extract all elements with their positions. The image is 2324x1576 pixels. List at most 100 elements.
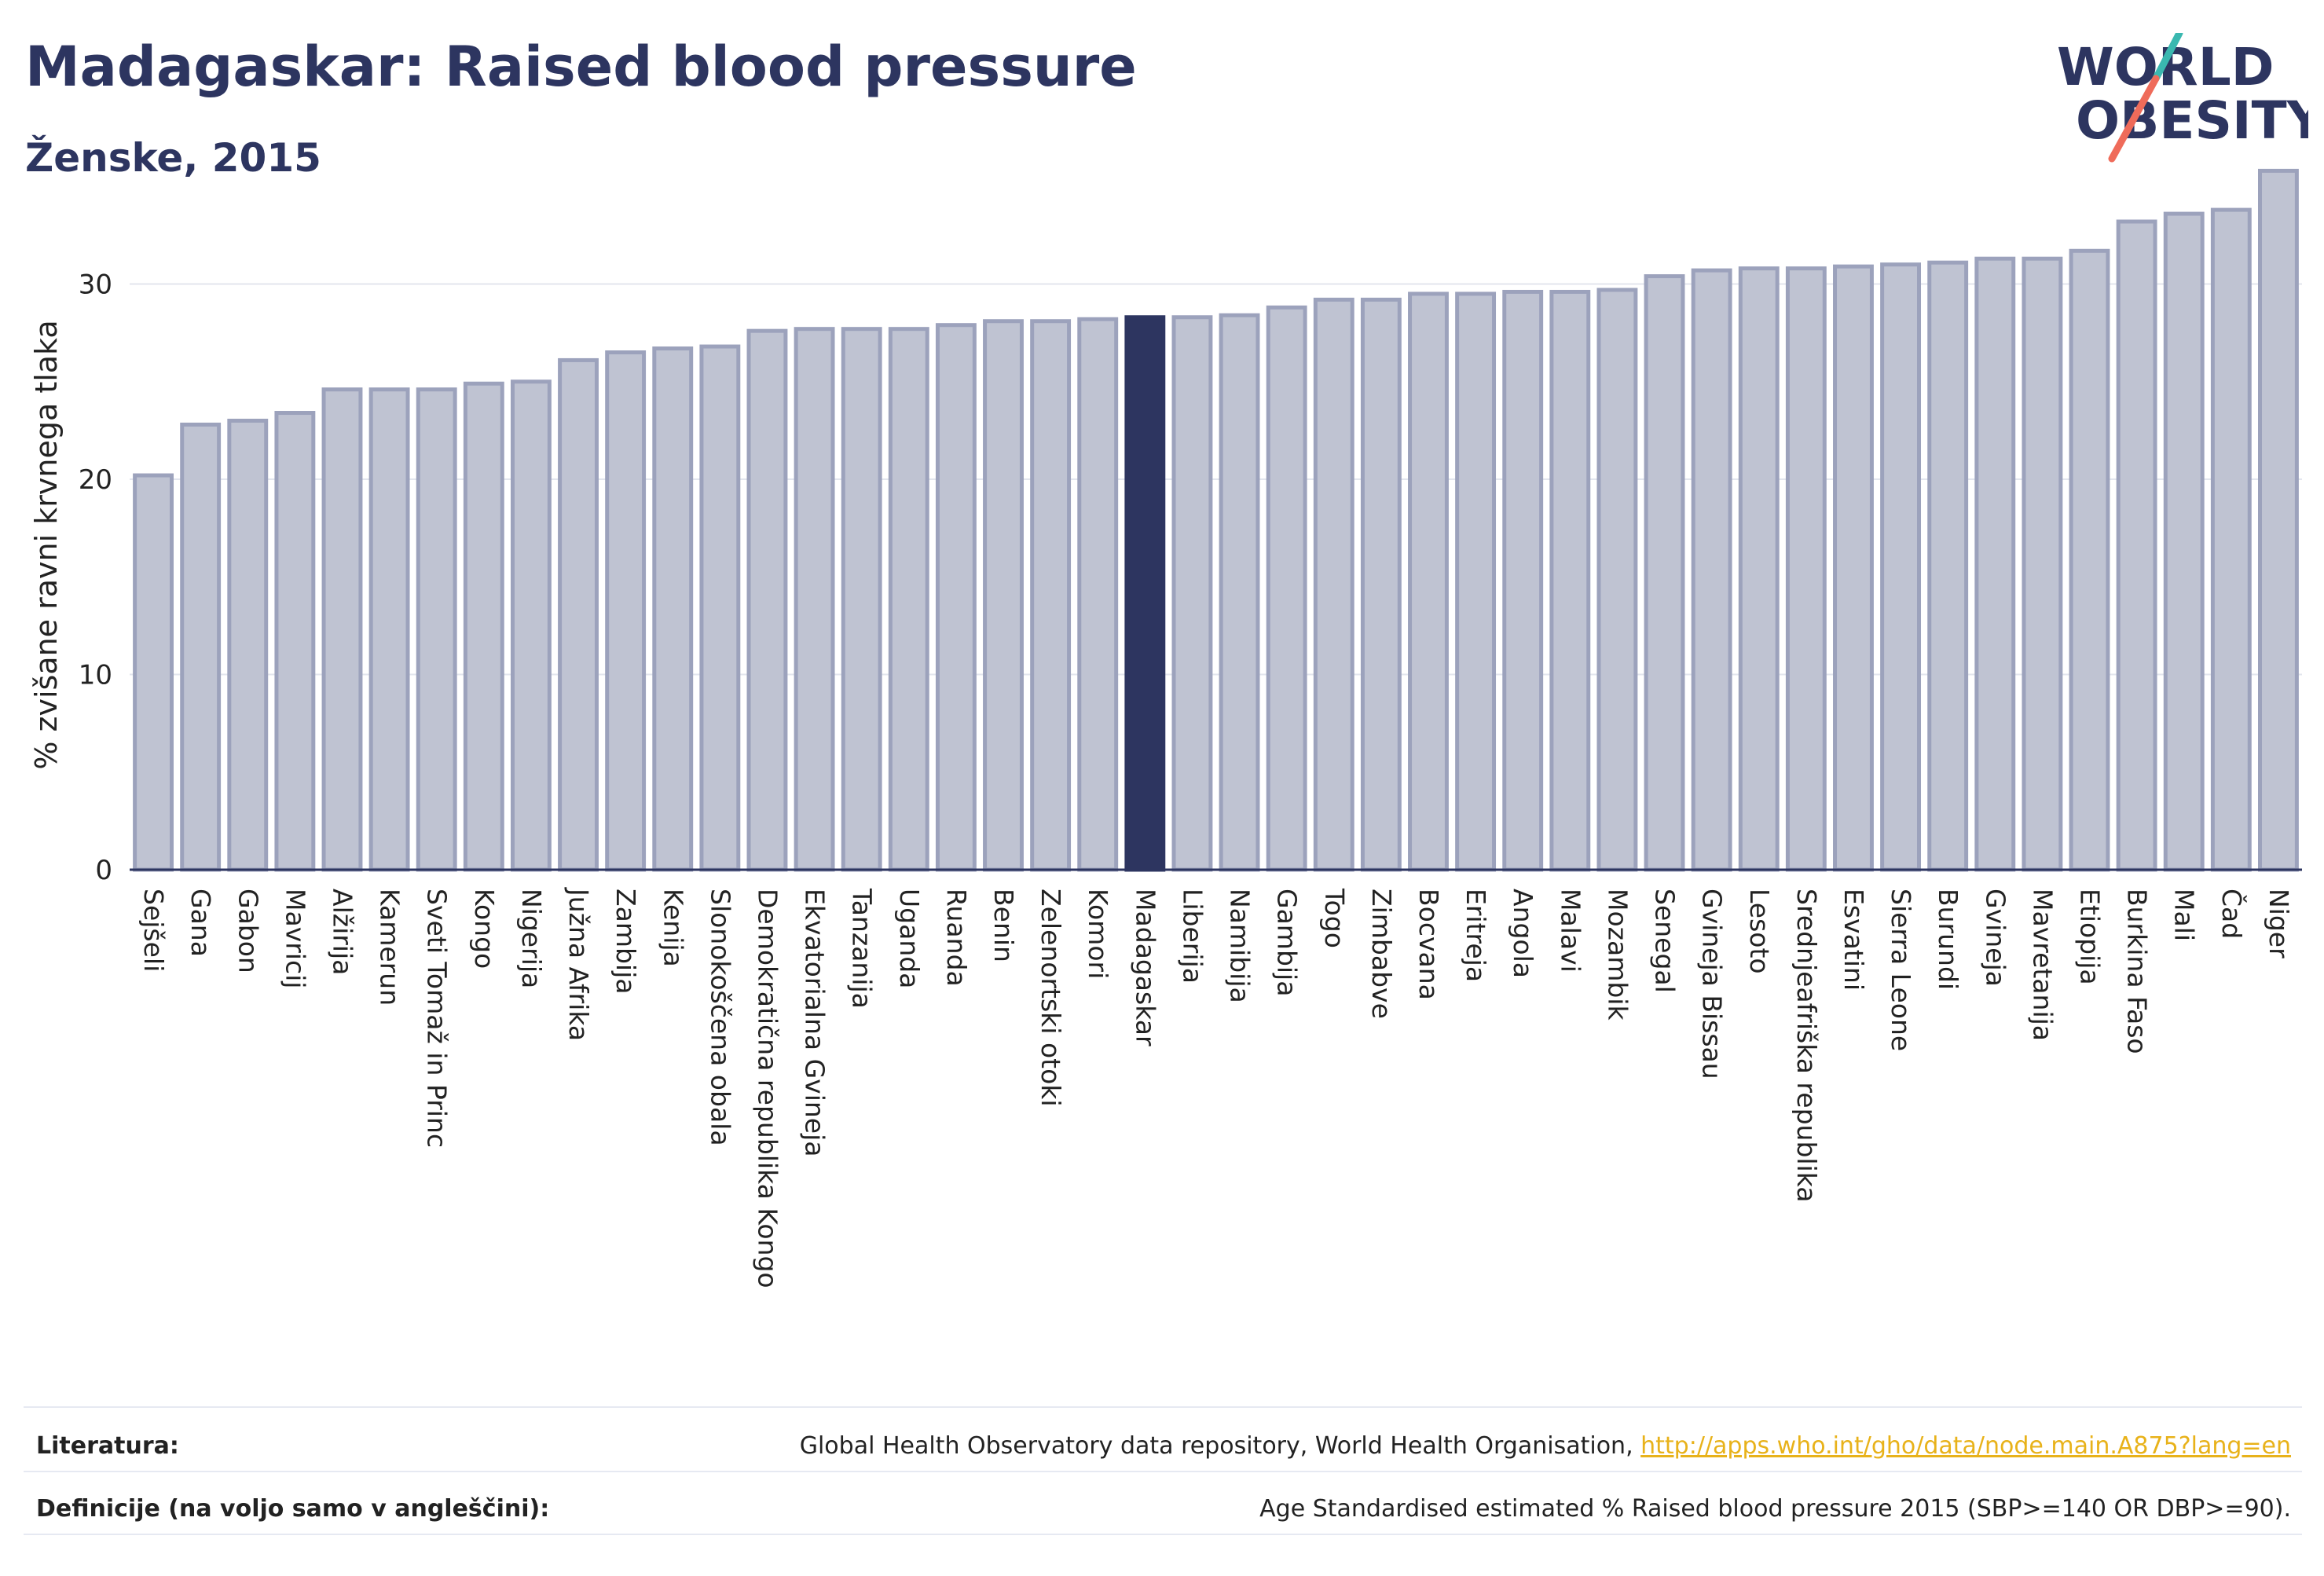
bar bbox=[2163, 211, 2205, 872]
x-tick-label: Tanzanija bbox=[847, 888, 878, 1009]
x-tick-label: Nigerija bbox=[516, 889, 547, 988]
bar bbox=[888, 327, 929, 872]
references-link[interactable]: http://apps.who.int/gho/data/node.main.A… bbox=[1640, 1431, 2291, 1460]
logo-line2: OBESITY bbox=[2076, 90, 2308, 151]
y-tick-label: 10 bbox=[79, 660, 112, 691]
x-tick-label: Mali bbox=[2169, 889, 2200, 941]
x-tick-label: Ruanda bbox=[941, 889, 972, 987]
world-obesity-logo: WORLD OBESITY bbox=[2057, 33, 2308, 163]
bar bbox=[416, 387, 457, 872]
bar bbox=[1313, 297, 1354, 872]
x-tick-label: Gambija bbox=[1272, 889, 1303, 996]
x-tick-label: Namibija bbox=[1225, 889, 1255, 1003]
bar bbox=[1880, 262, 1922, 872]
x-tick-label: Senegal bbox=[1650, 889, 1681, 993]
bar bbox=[2258, 168, 2299, 872]
x-tick-label: Niger bbox=[2264, 889, 2294, 958]
bar bbox=[1455, 291, 1497, 872]
bar bbox=[2210, 207, 2252, 872]
x-tick-label: Južna Afrika bbox=[563, 887, 594, 1041]
x-tick-label: Gvineja Bissau bbox=[1697, 889, 1728, 1079]
bar bbox=[983, 319, 1024, 872]
bar bbox=[1927, 260, 1969, 872]
y-tick-label: 20 bbox=[79, 464, 112, 496]
x-tick-label: Čad bbox=[2216, 889, 2248, 939]
x-tick-label: Srednjeafriška republika bbox=[1791, 889, 1822, 1202]
bar bbox=[746, 328, 788, 872]
y-tick-label: 0 bbox=[95, 855, 112, 886]
bar bbox=[2069, 248, 2110, 872]
x-tick-label: Madagaskar bbox=[1130, 889, 1160, 1046]
bar bbox=[1124, 315, 1166, 872]
x-tick-label: Mavricij bbox=[280, 889, 310, 988]
bar bbox=[227, 418, 269, 872]
y-tick-label: 30 bbox=[79, 269, 112, 301]
bar bbox=[133, 473, 174, 872]
bar bbox=[1549, 289, 1591, 872]
bar-chart: 0 10 20 30 % zvišane ravni krvnega tlaka Sejš… bbox=[29, 168, 2302, 1288]
bar bbox=[368, 387, 410, 872]
x-tick-label: Angola bbox=[1508, 889, 1538, 978]
bar bbox=[1030, 319, 1072, 872]
footer-divider-top bbox=[24, 1406, 2302, 1408]
x-tick-label: Ekvatorialna Gvineja bbox=[800, 889, 830, 1156]
bar bbox=[1644, 274, 1685, 872]
bar bbox=[1596, 288, 1638, 872]
bar bbox=[1785, 266, 1827, 872]
x-tick-label: Esvatini bbox=[1838, 889, 1869, 991]
x-tick-label: Sierra Leone bbox=[1886, 889, 1916, 1051]
logo-slash-teal bbox=[2152, 33, 2183, 82]
footer-divider-middle bbox=[24, 1471, 2302, 1472]
logo-slash-coral bbox=[2108, 75, 2160, 163]
x-tick-label: Sejšeli bbox=[138, 889, 169, 972]
x-tick-label: Malavi bbox=[1555, 889, 1585, 973]
x-tick-label: Sveti Tomaž in Princ bbox=[422, 889, 453, 1148]
x-tick-label: Zimbabve bbox=[1366, 889, 1397, 1019]
x-tick-label: Slonokoščena obala bbox=[705, 889, 735, 1146]
footer-references-row: Literatura: Global Health Observatory da… bbox=[36, 1422, 2291, 1469]
references-value: Global Health Observatory data repositor… bbox=[800, 1432, 2291, 1460]
x-tick-label: Eritreja bbox=[1461, 889, 1491, 982]
bar bbox=[1219, 313, 1260, 872]
x-tick-label: Lesoto bbox=[1744, 889, 1775, 974]
bar bbox=[1171, 315, 1213, 872]
bar bbox=[605, 350, 647, 872]
bar bbox=[1360, 297, 1402, 872]
x-tick-label: Bocvana bbox=[1413, 889, 1444, 1000]
bar bbox=[1691, 268, 1732, 872]
bar bbox=[841, 327, 882, 872]
x-tick-label: Gvineja bbox=[1980, 889, 2011, 987]
y-axis-title: % zvišane ravni krvnega tlaka bbox=[29, 320, 64, 769]
references-text: Global Health Observatory data repositor… bbox=[799, 1431, 1641, 1460]
bar bbox=[321, 387, 363, 872]
bar bbox=[1738, 266, 1780, 872]
x-tick-label: Benin bbox=[988, 889, 1019, 962]
x-tick-label: Alžirija bbox=[327, 889, 357, 975]
x-tick-label: Uganda bbox=[894, 889, 925, 988]
x-tick-label: Komori bbox=[1083, 889, 1113, 979]
x-tick-label: Togo bbox=[1319, 888, 1350, 948]
x-tick-label: Etiopija bbox=[2075, 889, 2106, 985]
bar bbox=[699, 344, 741, 872]
bar bbox=[1077, 317, 1119, 872]
bar bbox=[2116, 219, 2157, 872]
bar bbox=[1408, 291, 1449, 872]
x-tick-label: Gana bbox=[185, 889, 216, 957]
bar bbox=[1833, 264, 1874, 872]
bar bbox=[1266, 305, 1307, 872]
x-tick-label: Liberija bbox=[1177, 889, 1208, 984]
bar bbox=[935, 323, 977, 872]
definitions-label: Definicije (na voljo samo v angleščini): bbox=[36, 1494, 550, 1523]
bar bbox=[180, 422, 222, 872]
footer-definitions-row: Definicije (na voljo samo v angleščini):… bbox=[36, 1485, 2291, 1532]
x-tick-label: Burundi bbox=[1933, 889, 1963, 990]
x-tick-label: Gabon bbox=[233, 889, 263, 973]
bar bbox=[1502, 289, 1544, 872]
x-tick-label: Mavretanija bbox=[2027, 889, 2058, 1041]
bar bbox=[274, 411, 316, 872]
x-tick-label: Zambija bbox=[610, 889, 641, 994]
bar bbox=[2022, 256, 2063, 872]
bar bbox=[463, 381, 504, 872]
definitions-text: Age Standardised estimated % Raised bloo… bbox=[1259, 1494, 2291, 1523]
x-tick-label: Zelenortski otoki bbox=[1036, 889, 1066, 1107]
